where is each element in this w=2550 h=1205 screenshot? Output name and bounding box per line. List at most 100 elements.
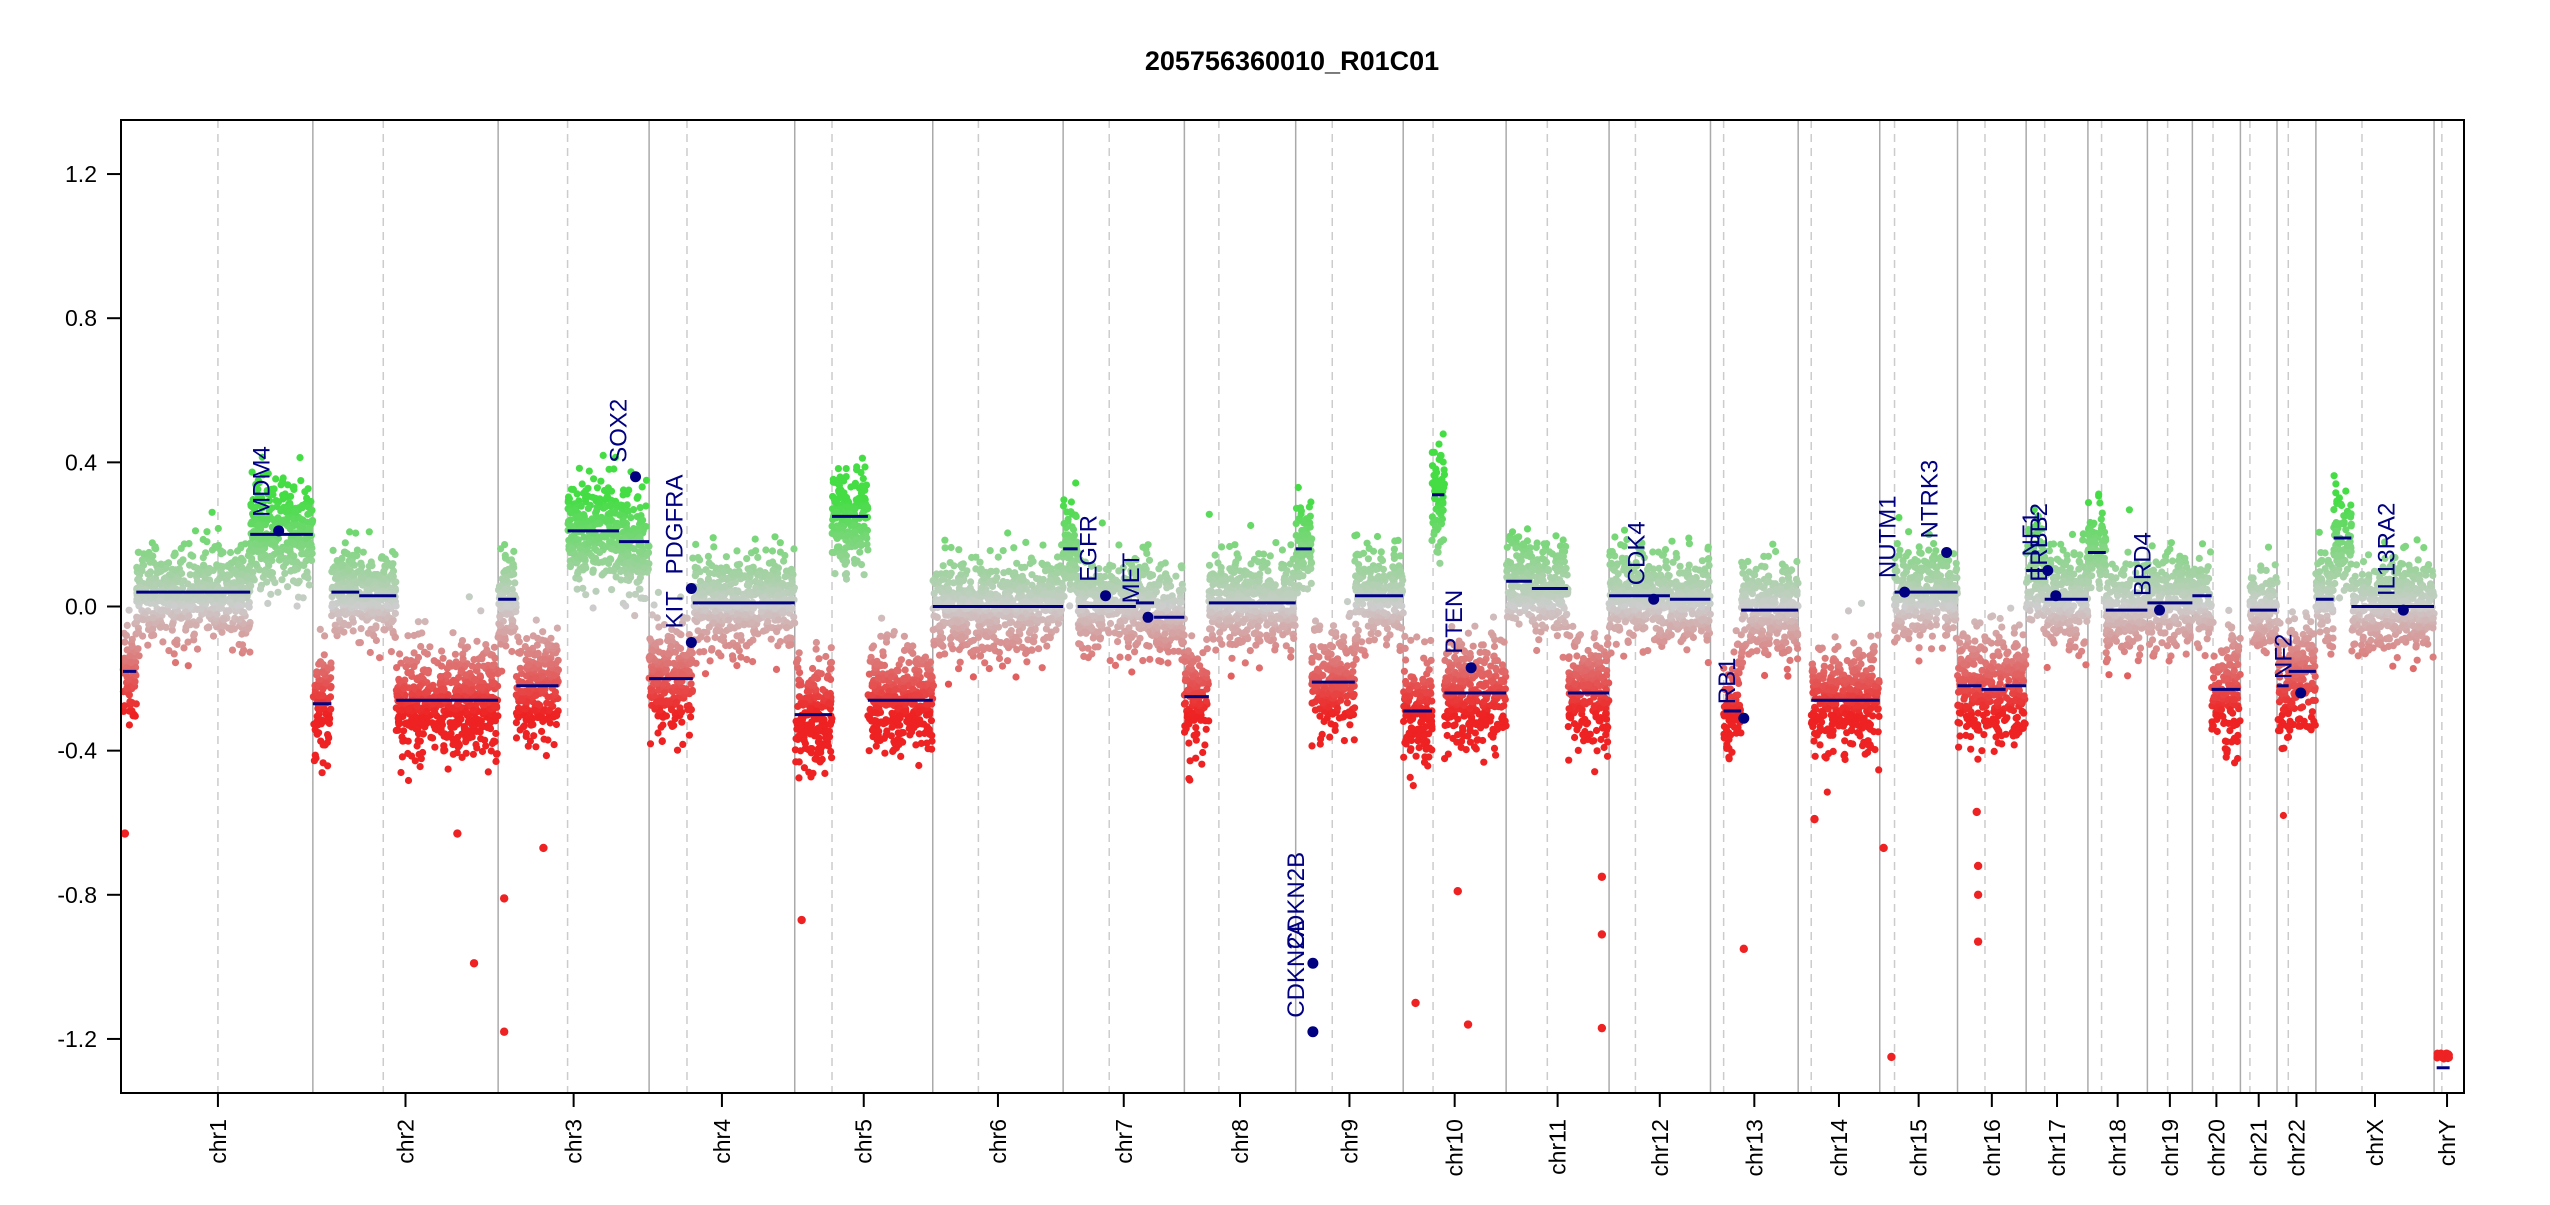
probe-point xyxy=(342,539,349,546)
probe-point xyxy=(823,691,830,698)
probe-point xyxy=(157,624,164,631)
probe-point xyxy=(771,533,778,540)
probe-point xyxy=(986,665,993,672)
probe-point xyxy=(1068,498,1075,505)
probe-point xyxy=(896,712,903,719)
probe-point xyxy=(424,651,431,658)
probe-point xyxy=(397,769,404,776)
probe-point xyxy=(783,624,790,631)
probe-point xyxy=(590,555,597,562)
probe-point xyxy=(359,602,366,609)
probe-point xyxy=(417,763,424,770)
probe-point xyxy=(418,629,425,636)
probe-point xyxy=(828,659,835,666)
probe-point xyxy=(393,727,400,734)
probe-point xyxy=(462,684,469,691)
probe-point xyxy=(392,634,399,641)
probe-point xyxy=(963,567,970,574)
probe-point xyxy=(827,676,834,683)
probe-point xyxy=(955,625,962,632)
probe-point xyxy=(915,762,922,769)
probe-point xyxy=(367,600,374,607)
probe-point xyxy=(425,667,432,674)
probe-point xyxy=(299,524,306,531)
probe-point xyxy=(544,694,551,701)
probe-point xyxy=(220,549,227,556)
probe-point xyxy=(933,570,940,577)
probe-point xyxy=(928,672,935,679)
probe-point xyxy=(502,636,509,643)
probe-point xyxy=(704,636,711,643)
probe-point xyxy=(311,757,318,764)
probe-point xyxy=(518,688,525,695)
probe-point xyxy=(792,758,799,765)
probe-point xyxy=(526,650,533,657)
probe-point xyxy=(727,581,734,588)
probe-point xyxy=(682,688,689,695)
probe-point xyxy=(398,706,405,713)
probe-point xyxy=(189,583,196,590)
probe-point xyxy=(276,548,283,555)
probe-point xyxy=(238,631,245,638)
probe-point xyxy=(225,572,232,579)
probe-point xyxy=(369,609,376,616)
probe-point xyxy=(134,645,141,652)
probe-point xyxy=(527,722,534,729)
probe-point xyxy=(832,533,839,540)
probe-point xyxy=(525,661,532,668)
probe-point xyxy=(1061,520,1068,527)
probe-point xyxy=(213,561,220,568)
probe-point xyxy=(589,569,596,576)
probe-point xyxy=(366,528,373,535)
probe-point xyxy=(727,623,734,630)
probe-point xyxy=(300,594,307,601)
probe-point xyxy=(596,549,603,556)
probe-point xyxy=(996,655,1003,662)
probe-point xyxy=(726,588,733,595)
probe-point xyxy=(532,743,539,750)
probe-point xyxy=(674,747,681,754)
probe-point xyxy=(134,596,141,603)
probe-point xyxy=(713,627,720,634)
probe-point xyxy=(827,748,834,755)
probe-point xyxy=(735,571,742,578)
probe-point xyxy=(450,751,457,758)
probe-point xyxy=(171,650,178,657)
probe-point xyxy=(723,553,730,560)
probe-point xyxy=(130,711,137,718)
probe-point xyxy=(947,635,954,642)
probe-point xyxy=(331,627,338,634)
probe-point xyxy=(834,524,841,531)
probe-point xyxy=(936,652,943,659)
probe-point xyxy=(882,719,889,726)
probe-point xyxy=(1013,634,1020,641)
probe-point xyxy=(667,643,674,650)
probe-point xyxy=(320,741,327,748)
probe-point xyxy=(946,572,953,579)
probe-point xyxy=(296,578,303,585)
probe-point xyxy=(718,593,725,600)
probe-point xyxy=(248,519,255,526)
probe-point xyxy=(1006,619,1013,626)
probe-point xyxy=(706,570,713,577)
probe-point xyxy=(902,666,909,673)
probe-point xyxy=(617,568,624,575)
probe-point xyxy=(907,726,914,733)
probe-point xyxy=(795,774,802,781)
probe-point xyxy=(315,729,322,736)
probe-point xyxy=(404,750,411,757)
probe-point xyxy=(641,564,648,571)
probe-point xyxy=(831,570,838,577)
probe-point xyxy=(624,552,631,559)
probe-point xyxy=(459,637,466,644)
probe-point xyxy=(417,643,424,650)
probe-point xyxy=(990,643,997,650)
probe-point xyxy=(396,650,403,657)
probe-point xyxy=(375,609,382,616)
probe-point xyxy=(693,660,700,667)
probe-point xyxy=(726,642,733,649)
probe-point xyxy=(340,629,347,636)
probe-point xyxy=(534,635,541,642)
probe-point xyxy=(1072,479,1079,486)
probe-point xyxy=(576,465,583,472)
